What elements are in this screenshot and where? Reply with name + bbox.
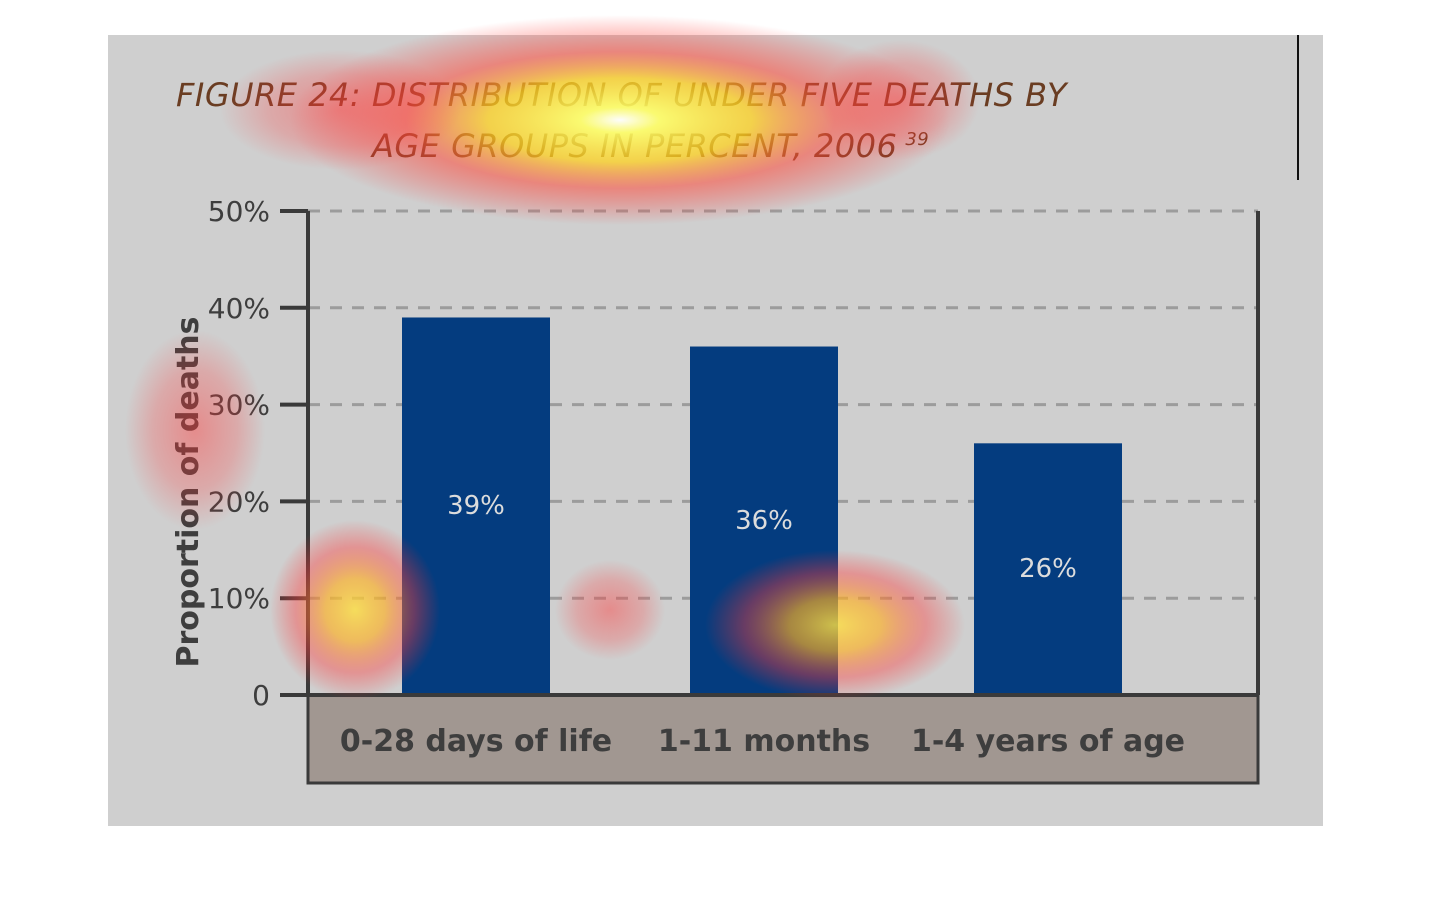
x-category-label: 0-28 days of life (340, 724, 612, 759)
y-tick-label: 40% (208, 292, 270, 325)
x-category-label: 1-11 months (658, 724, 870, 759)
bar-data-label: 36% (735, 506, 793, 536)
y-tick-label: 30% (208, 389, 270, 422)
y-tick-label: 10% (208, 582, 270, 615)
category-band (306, 693, 1260, 785)
y-tick-label: 50% (208, 195, 270, 228)
y-axis-label: Proportion of deaths (171, 316, 206, 667)
bar-data-label: 26% (1019, 554, 1077, 584)
side-rule (1297, 35, 1299, 180)
bar-3 (974, 443, 1122, 693)
y-tick-label: 20% (208, 485, 270, 518)
y-tick-label: 0 (252, 679, 270, 712)
bar-data-label: 39% (447, 491, 505, 521)
x-category-label: 1-4 years of age (911, 724, 1185, 759)
